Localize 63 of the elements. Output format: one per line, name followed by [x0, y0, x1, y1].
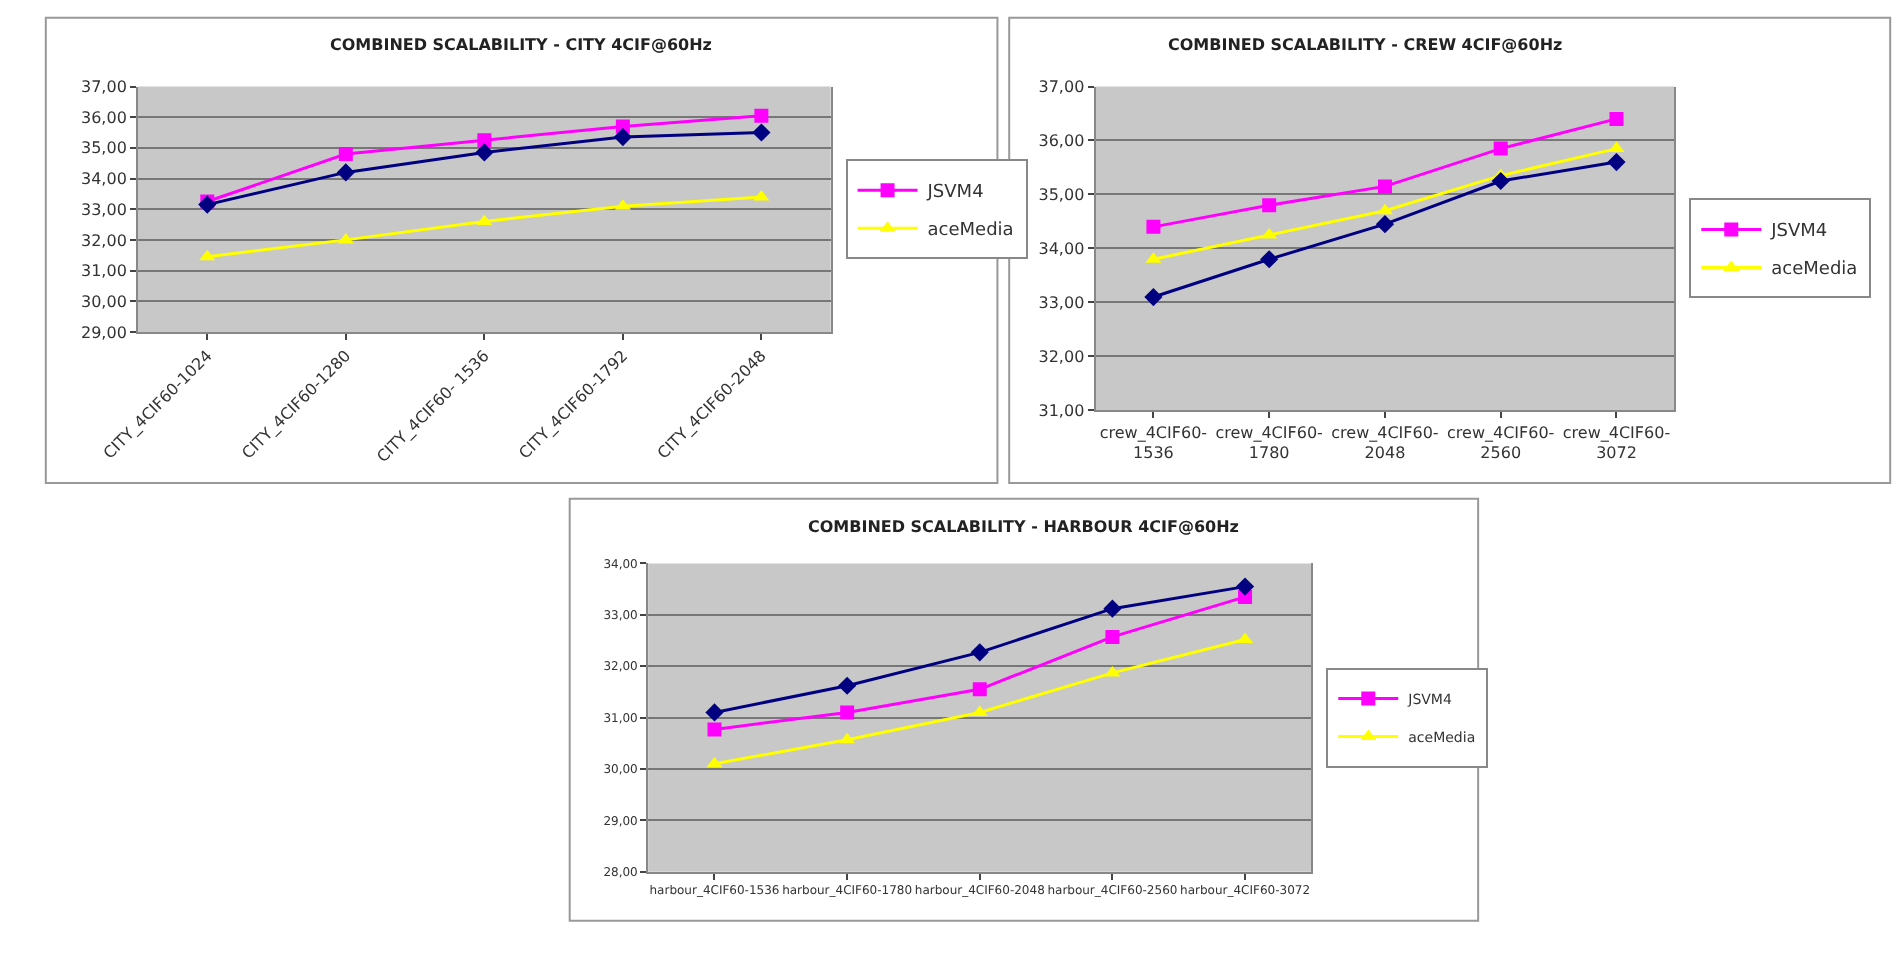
point: [707, 722, 722, 737]
point: [1262, 198, 1277, 213]
point: [972, 682, 987, 697]
y-tick-label: 35,00: [81, 139, 127, 158]
y-tick-label: 35,00: [1038, 186, 1085, 205]
y-tick-label: 34,00: [81, 170, 127, 189]
point: [1260, 250, 1279, 269]
point: [477, 133, 492, 148]
point: [840, 705, 855, 720]
x-tick-label: crew_4CIF60-2560: [1447, 423, 1555, 463]
legend-label: aceMedia: [927, 221, 1014, 242]
point: [1607, 153, 1626, 172]
point: [198, 195, 217, 214]
point: [1105, 629, 1120, 644]
point: [1235, 577, 1255, 596]
point: [337, 232, 354, 244]
point: [613, 128, 632, 147]
point: [970, 643, 989, 662]
point: [839, 732, 856, 744]
x-tick-label: crew_4CIF60-3072: [1562, 423, 1671, 463]
point: [1609, 111, 1624, 126]
y-tick-label: 32,00: [1038, 348, 1085, 367]
point: [336, 163, 355, 182]
point: [838, 676, 857, 695]
y-tick-label: 36,00: [1038, 132, 1085, 151]
y-tick-label: 33,00: [1038, 294, 1085, 313]
y-tick-label: 36,00: [81, 108, 127, 127]
point: [1608, 141, 1625, 153]
point: [1104, 665, 1121, 677]
point: [1377, 179, 1392, 194]
y-tick-label: 37,00: [81, 78, 127, 97]
point: [1491, 171, 1510, 191]
point: [338, 147, 353, 161]
legend-label: JSVM4: [1769, 222, 1828, 243]
point: [1493, 141, 1508, 156]
y-tick-label: 37,00: [1038, 78, 1085, 97]
y-tick-label: 33,00: [81, 200, 127, 219]
point: [1144, 287, 1163, 307]
y-tick-label: 34,00: [1038, 240, 1085, 259]
y-tick-label: 29,00: [81, 323, 127, 342]
point: [752, 123, 771, 142]
point: [199, 249, 216, 261]
y-tick-label: 31,00: [1038, 402, 1085, 420]
x-tick-label: crew_4CIF60-1780: [1215, 423, 1324, 463]
point: [754, 108, 769, 123]
point: [1103, 599, 1122, 618]
x-tick-label: crew_4CIF60-2048: [1331, 423, 1439, 463]
point: [705, 703, 724, 722]
point: [753, 189, 770, 201]
legend-label: aceMedia: [1771, 260, 1858, 281]
y-tick-label: 31,00: [81, 262, 127, 281]
point: [475, 143, 494, 162]
point: [706, 756, 723, 768]
chart-title: COMBINED SCALABILITY - HARBOUR 4CIF@60Hz: [808, 518, 1240, 536]
point: [1375, 215, 1395, 234]
chart-title: COMBINED SCALABILITY - CITY 4CIF@60Hz: [330, 36, 713, 54]
chart-title: COMBINED SCALABILITY - CREW 4CIF@60Hz: [1168, 36, 1564, 54]
y-tick-label: 32,00: [81, 231, 127, 250]
y-tick-label: 30,00: [81, 292, 127, 311]
legend-label: JSVM4: [925, 183, 985, 204]
x-tick-label: crew_4CIF60-1536: [1099, 423, 1208, 463]
point: [1146, 219, 1161, 234]
point: [1261, 227, 1278, 239]
